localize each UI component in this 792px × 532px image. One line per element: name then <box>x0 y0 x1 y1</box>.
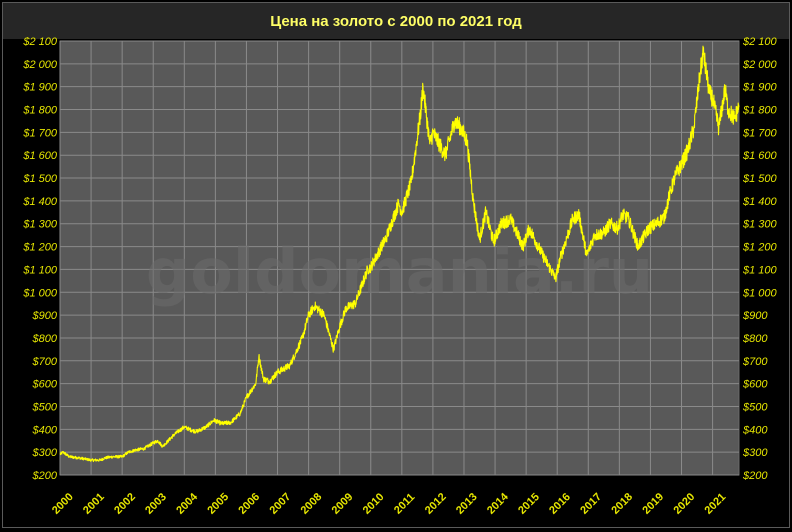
title-bar <box>3 3 789 39</box>
y-tick-label-left: $400 <box>32 424 58 436</box>
y-tick-label-left: $900 <box>32 310 58 322</box>
x-tick-label: 2021 <box>703 491 729 517</box>
x-tick-label: 2009 <box>330 491 356 517</box>
chart-title: Цена на золото с 2000 по 2021 год <box>270 13 522 30</box>
x-tick-label: 2008 <box>299 491 325 517</box>
x-tick-label: 2013 <box>454 491 480 517</box>
x-tick-label: 2012 <box>423 491 449 517</box>
x-tick-label: 2011 <box>392 491 417 516</box>
x-tick-label: 2004 <box>174 490 200 516</box>
y-tick-label-left: $1 100 <box>22 264 58 276</box>
x-tick-label: 2019 <box>640 491 666 517</box>
y-tick-label-right: $1 800 <box>742 105 778 117</box>
y-tick-label-left: $2 100 <box>22 36 58 48</box>
y-tick-label-right: $1 900 <box>742 82 778 94</box>
y-tick-label-right: $1 700 <box>742 127 778 139</box>
x-tick-label: 2006 <box>236 491 262 517</box>
y-tick-label-right: $400 <box>742 424 768 436</box>
plot-area <box>59 40 740 476</box>
y-tick-label-right: $1 100 <box>742 264 778 276</box>
y-tick-label-right: $2 100 <box>742 36 778 48</box>
y-tick-label-right: $1 500 <box>742 173 778 185</box>
grid <box>59 40 739 476</box>
x-tick-label: 2014 <box>485 490 511 516</box>
y-tick-label-left: $1 700 <box>22 127 58 139</box>
x-tick-label: 2010 <box>361 491 387 517</box>
y-tick-label-right: $1 000 <box>742 287 778 299</box>
x-tick-label: 2017 <box>578 491 604 517</box>
x-tick-label: 2016 <box>547 491 573 517</box>
y-tick-label-left: $300 <box>32 447 58 459</box>
y-tick-label-right: $1 400 <box>742 196 778 208</box>
x-tick-label: 2005 <box>205 491 231 517</box>
y-tick-label-right: $300 <box>742 447 768 459</box>
watermark: goldomania.ru <box>146 235 653 308</box>
series-layer <box>59 45 740 463</box>
x-axis: 2000 2001 2002 2003 2004 2005 2006 2007 2008 2009… <box>50 490 728 516</box>
y-tick-label-left: $1 400 <box>22 196 58 208</box>
y-tick-label-right: $800 <box>742 333 768 345</box>
y-tick-label-left: $700 <box>32 356 58 368</box>
y-tick-label-right: $2 000 <box>742 59 778 71</box>
y-tick-label-right: $1 200 <box>742 242 778 254</box>
x-tick-label: 2007 <box>268 491 294 517</box>
y-tick-label-right: $900 <box>742 310 768 322</box>
y-tick-label-left: $2 000 <box>22 59 58 71</box>
gold-price-chart: Цена на золото с 2000 по 2021 год goldom… <box>3 3 789 517</box>
y-tick-label-right: $1 300 <box>742 219 778 231</box>
y-tick-label-left: $1 900 <box>22 82 58 94</box>
x-tick-label: 2002 <box>112 491 138 517</box>
y-tick-label-left: $200 <box>32 470 58 482</box>
gold-price-line <box>59 45 740 463</box>
y-tick-label-left: $1 300 <box>22 219 58 231</box>
x-tick-label: 2020 <box>671 491 697 517</box>
y-tick-label-right: $500 <box>742 401 768 413</box>
x-tick-label: 2000 <box>50 491 76 517</box>
x-tick-label: 2015 <box>516 491 542 517</box>
x-tick-label: 2018 <box>609 491 635 517</box>
y-axis-right: $200 $300 $400 $500 $600 $700 $800 $900 $1 000 $1… <box>742 36 778 482</box>
y-tick-label-left: $1 500 <box>22 173 58 185</box>
y-tick-label-right: $1 600 <box>742 150 778 162</box>
x-tick-label: 2003 <box>143 491 169 517</box>
y-tick-label-left: $600 <box>32 379 58 391</box>
y-tick-label-left: $1 600 <box>22 150 58 162</box>
y-tick-label-right: $600 <box>742 379 768 391</box>
y-tick-label-left: $1 000 <box>22 287 58 299</box>
y-tick-label-right: $200 <box>742 470 768 482</box>
y-tick-label-left: $1 800 <box>22 105 58 117</box>
y-tick-label-left: $500 <box>32 401 58 413</box>
y-tick-label-right: $700 <box>742 356 768 368</box>
y-tick-label-left: $800 <box>32 333 58 345</box>
y-tick-label-left: $1 200 <box>22 242 58 254</box>
y-axis-left: $200 $300 $400 $500 $600 $700 $800 $900 $1 000 $1… <box>22 36 58 482</box>
x-tick-label: 2001 <box>81 491 107 517</box>
